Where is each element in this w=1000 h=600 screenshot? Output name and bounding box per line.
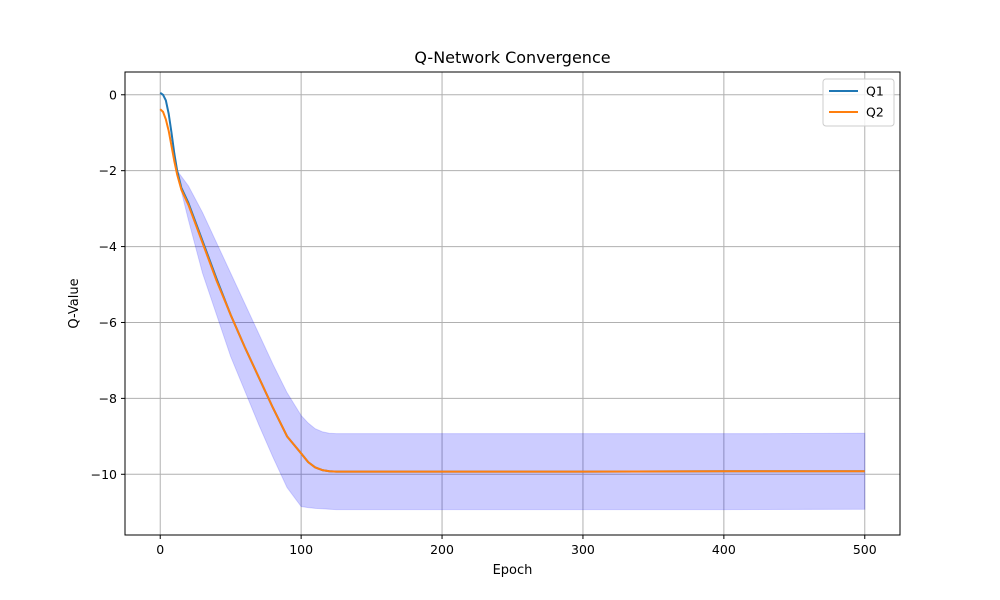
- x-tick-label: 200: [430, 542, 454, 557]
- plot-frame: [124, 71, 901, 536]
- confidence-band-layer: [176, 169, 866, 511]
- y-tick-label: −6: [99, 315, 117, 330]
- series-line-q2: [159, 108, 865, 473]
- y-tick-label: −8: [99, 391, 117, 406]
- x-tick-label: 100: [289, 542, 313, 557]
- x-tick-label: 400: [712, 542, 736, 557]
- y-tick-label: 0: [109, 87, 117, 102]
- y-axis-title: Q-Value: [67, 278, 82, 328]
- x-tick-label: 300: [571, 542, 595, 557]
- x-axis-title: Epoch: [493, 563, 533, 578]
- x-tick-label: 0: [156, 542, 164, 557]
- grid-lines: [125, 72, 900, 535]
- x-tick-label: 500: [853, 542, 877, 557]
- y-tick-label: −4: [99, 239, 117, 254]
- chart-title: Q-Network Convergence: [414, 48, 610, 67]
- axis-ticks: 0 100 200 300 400 500 0 −2 −4 −6 −8 −10: [91, 87, 877, 557]
- legend-label-q2: Q2: [866, 105, 884, 120]
- legend: Q1 Q2: [822, 78, 895, 127]
- series-layer: [159, 92, 865, 473]
- confidence-band: [176, 169, 866, 511]
- y-tick-label: −10: [91, 467, 117, 482]
- legend-label-q1: Q1: [866, 84, 884, 99]
- y-tick-label: −2: [99, 163, 117, 178]
